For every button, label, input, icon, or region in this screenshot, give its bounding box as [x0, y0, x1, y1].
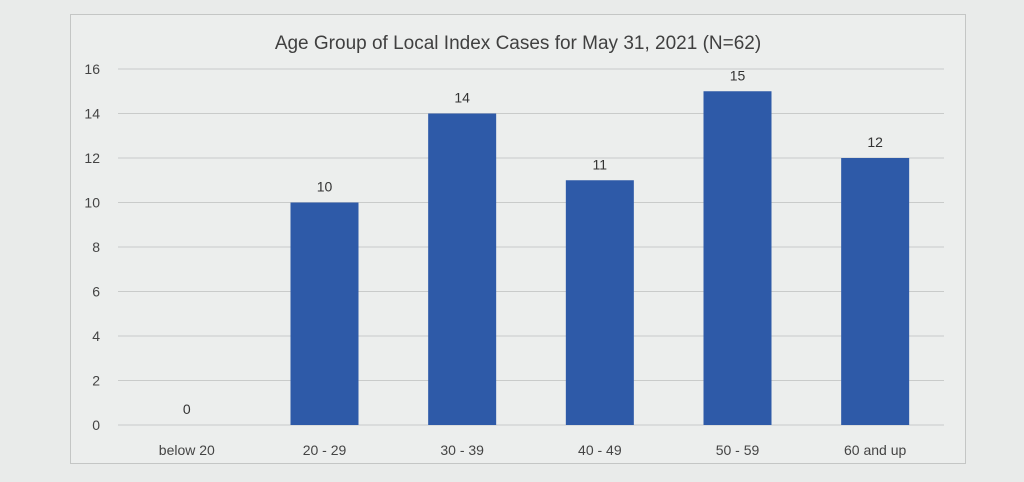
x-tick-label: 30 - 39 [440, 442, 484, 458]
y-tick-label: 0 [92, 417, 100, 433]
data-label: 15 [730, 67, 746, 83]
chart-frame: Age Group of Local Index Cases for May 3… [70, 14, 966, 464]
y-tick-label: 14 [84, 106, 100, 122]
bar [841, 158, 910, 425]
x-tick-label: 60 and up [844, 442, 906, 458]
y-tick-label: 8 [92, 239, 100, 255]
bar [565, 180, 634, 425]
y-tick-label: 2 [92, 373, 100, 389]
y-tick-label: 4 [92, 328, 100, 344]
x-tick-label: below 20 [159, 442, 215, 458]
y-tick-label: 12 [84, 150, 100, 166]
y-tick-label: 10 [84, 195, 100, 211]
data-label: 14 [454, 90, 470, 106]
data-label: 0 [183, 401, 191, 417]
y-tick-label: 16 [84, 61, 100, 77]
data-label: 11 [593, 156, 608, 172]
x-tick-label: 50 - 59 [716, 442, 760, 458]
x-tick-label: 40 - 49 [578, 442, 622, 458]
data-label: 12 [867, 134, 883, 150]
y-tick-label: 6 [92, 284, 100, 300]
bar [428, 113, 497, 425]
bar [290, 202, 359, 425]
data-label: 10 [317, 179, 333, 195]
x-tick-label: 20 - 29 [303, 442, 347, 458]
bar [703, 91, 772, 425]
chart-title: Age Group of Local Index Cases for May 3… [274, 33, 762, 54]
